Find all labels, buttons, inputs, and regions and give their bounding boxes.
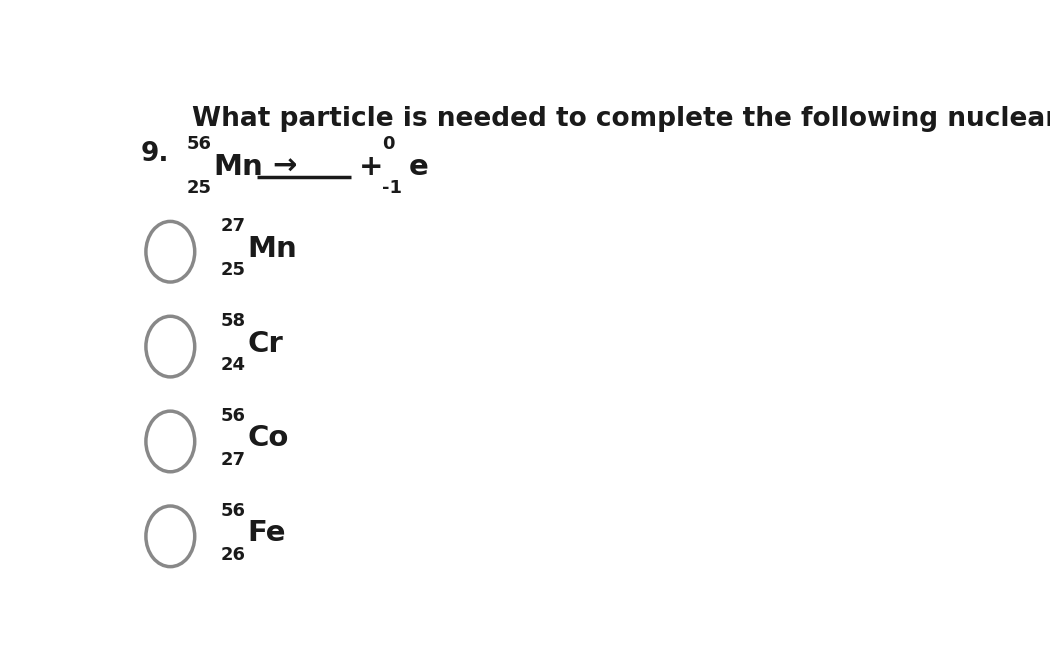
- Text: Fe: Fe: [248, 519, 286, 547]
- Text: →: →: [272, 153, 296, 180]
- Text: 27: 27: [220, 217, 246, 235]
- Text: e: e: [408, 153, 428, 180]
- Text: Mn: Mn: [213, 153, 264, 180]
- Text: 24: 24: [220, 356, 246, 374]
- Text: 56: 56: [187, 135, 212, 153]
- Text: Co: Co: [248, 424, 289, 452]
- Text: 25: 25: [220, 261, 246, 279]
- Text: 56: 56: [220, 407, 246, 425]
- Text: 56: 56: [220, 502, 246, 520]
- Text: Cr: Cr: [248, 330, 284, 358]
- Text: -1: -1: [382, 179, 402, 197]
- Text: 58: 58: [220, 312, 246, 330]
- Text: +: +: [359, 153, 383, 180]
- Text: 26: 26: [220, 545, 246, 563]
- Text: 25: 25: [187, 179, 212, 197]
- Text: 27: 27: [220, 451, 246, 469]
- Text: 0: 0: [382, 135, 395, 153]
- Text: What particle is needed to complete the following nuclear equation?: What particle is needed to complete the …: [192, 105, 1050, 132]
- Text: 9.: 9.: [141, 141, 169, 167]
- Text: Mn: Mn: [248, 234, 297, 262]
